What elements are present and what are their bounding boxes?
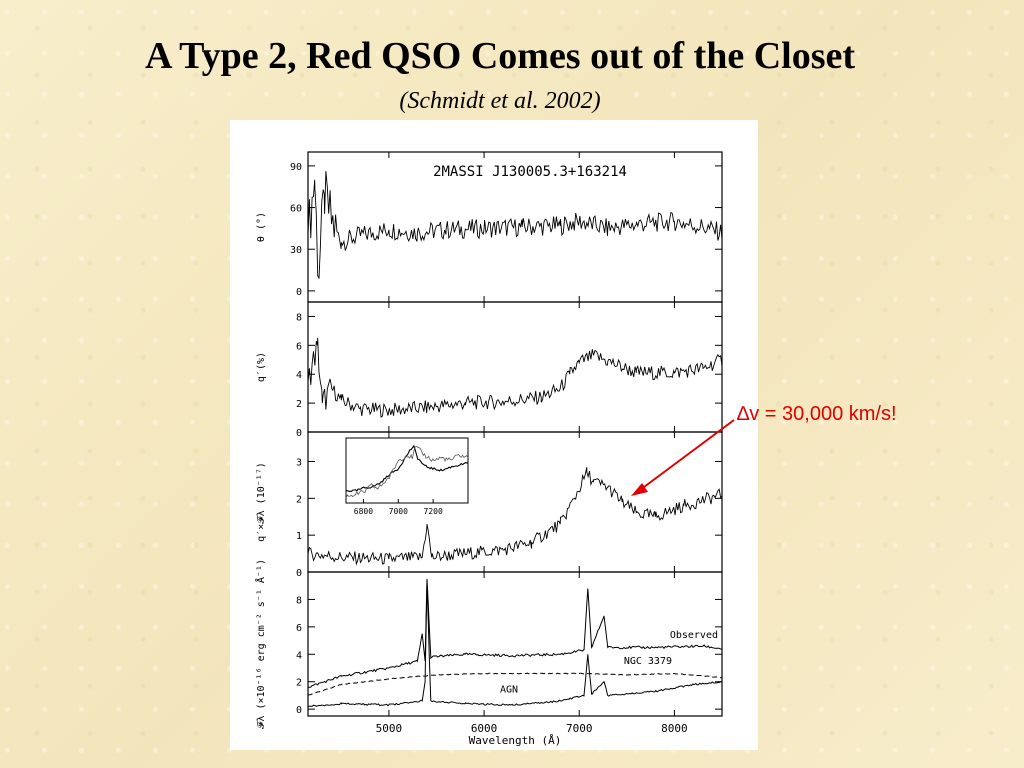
y-tick-label-4-3: 6 xyxy=(296,623,302,634)
inset-series-2 xyxy=(345,445,469,499)
y-tick-label-3-2: 2 xyxy=(296,494,302,505)
series-label-observed: Observed xyxy=(670,630,718,641)
series-line-4-ngc-3379 xyxy=(307,672,723,696)
series-line-1-1 xyxy=(307,171,723,279)
spectropolarimetry-figure: 0 30 60 90 θ (°) 0 2 4 6 8 q′(%) 0 1 2 3 q′×𝓕λ (10⁻¹⁷) 0… xyxy=(230,120,758,750)
inset-tick-label-2: 7200 xyxy=(424,507,443,516)
slide-title: A Type 2, Red QSO Comes out of the Close… xyxy=(144,35,856,77)
x-tick-label-3: 8000 xyxy=(661,722,688,735)
y-tick-label-1-1: 30 xyxy=(290,245,302,256)
slide-subtitle: (Schmidt et al. 2002) xyxy=(399,88,601,114)
y-tick-label-1-0: 0 xyxy=(296,287,302,298)
series-line-2-1 xyxy=(307,337,723,418)
velocity-callout: ∆v = 30,000 km/s! xyxy=(737,403,897,425)
panel-frame-4 xyxy=(307,571,723,717)
y-tick-label-2-3: 6 xyxy=(296,341,302,352)
inset-frame xyxy=(345,437,469,504)
inset-series-1 xyxy=(345,444,469,492)
y-axis-label-4: 𝓕λ (×10⁻¹⁶ erg cm⁻² s⁻¹ Å⁻¹) xyxy=(254,559,267,729)
y-tick-label-4-1: 2 xyxy=(296,678,302,689)
y-tick-label-2-1: 2 xyxy=(296,399,302,410)
object-label: 2MASSI J130005.3+163214 xyxy=(433,164,627,180)
inset-tick-label-1: 7000 xyxy=(389,507,408,516)
y-tick-label-2-2: 4 xyxy=(296,370,302,381)
y-tick-label-4-0: 0 xyxy=(296,705,302,716)
y-tick-label-3-0: 0 xyxy=(296,568,302,579)
y-tick-label-4-4: 8 xyxy=(296,595,302,606)
y-tick-label-4-2: 4 xyxy=(296,650,302,661)
series-line-4-observed xyxy=(307,578,723,688)
series-line-3-1 xyxy=(307,467,723,566)
inset-tick-label-0: 6800 xyxy=(354,507,373,516)
y-tick-label-2-0: 0 xyxy=(296,428,302,439)
y-tick-label-1-3: 90 xyxy=(290,162,302,173)
y-axis-label-2: q′(%) xyxy=(256,352,267,382)
series-label-agn: AGN xyxy=(500,685,518,696)
y-tick-label-1-2: 60 xyxy=(290,204,302,215)
x-axis-label: Wavelength (Å) xyxy=(469,734,562,747)
y-tick-label-3-1: 1 xyxy=(296,531,302,542)
spectrum-chart: 0 30 60 90 θ (°) 0 2 4 6 8 q′(%) 0 1 2 3 q′×𝓕λ (10⁻¹⁷) 0… xyxy=(254,151,723,747)
x-tick-label-2: 7000 xyxy=(566,722,593,735)
y-tick-label-3-3: 3 xyxy=(296,457,302,468)
x-tick-label-1: 6000 xyxy=(471,722,498,735)
x-tick-label-0: 5000 xyxy=(376,722,403,735)
series-line-4-agn xyxy=(307,582,722,708)
y-axis-label-1: θ (°) xyxy=(256,212,267,242)
y-tick-label-2-4: 8 xyxy=(296,312,302,323)
y-axis-label-3: q′×𝓕λ (10⁻¹⁷) xyxy=(256,462,267,542)
series-label-ngc-3379: NGC 3379 xyxy=(624,656,672,667)
